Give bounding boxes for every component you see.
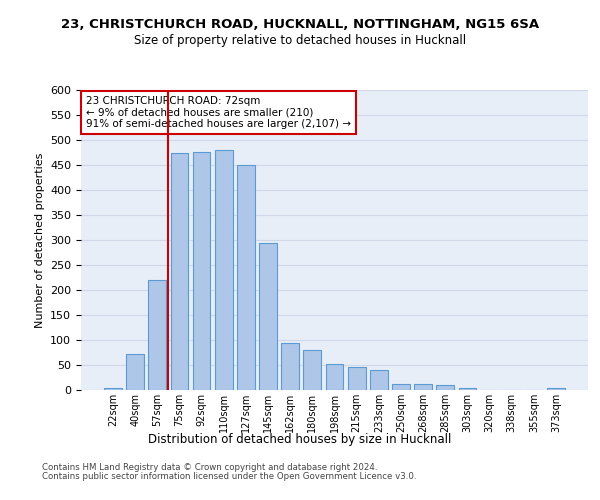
Bar	[148, 280, 166, 390]
Bar	[170, 152, 188, 390]
Bar	[458, 388, 476, 390]
Bar	[348, 366, 365, 390]
Text: Size of property relative to detached houses in Hucknall: Size of property relative to detached ho…	[134, 34, 466, 47]
Y-axis label: Number of detached properties: Number of detached properties	[35, 152, 44, 328]
Bar	[326, 364, 343, 390]
Bar	[237, 165, 255, 390]
Bar	[193, 152, 211, 390]
Bar	[370, 370, 388, 390]
Bar	[547, 388, 565, 390]
Bar	[259, 242, 277, 390]
Bar	[436, 385, 454, 390]
Bar	[281, 342, 299, 390]
Bar	[104, 388, 122, 390]
Bar	[215, 150, 233, 390]
Text: Contains public sector information licensed under the Open Government Licence v3: Contains public sector information licen…	[42, 472, 416, 481]
Text: 23 CHRISTCHURCH ROAD: 72sqm
← 9% of detached houses are smaller (210)
91% of sem: 23 CHRISTCHURCH ROAD: 72sqm ← 9% of deta…	[86, 96, 351, 129]
Text: Distribution of detached houses by size in Hucknall: Distribution of detached houses by size …	[148, 432, 452, 446]
Bar	[392, 384, 410, 390]
Text: Contains HM Land Registry data © Crown copyright and database right 2024.: Contains HM Land Registry data © Crown c…	[42, 464, 377, 472]
Text: 23, CHRISTCHURCH ROAD, HUCKNALL, NOTTINGHAM, NG15 6SA: 23, CHRISTCHURCH ROAD, HUCKNALL, NOTTING…	[61, 18, 539, 30]
Bar	[304, 350, 321, 390]
Bar	[126, 354, 144, 390]
Bar	[414, 384, 432, 390]
